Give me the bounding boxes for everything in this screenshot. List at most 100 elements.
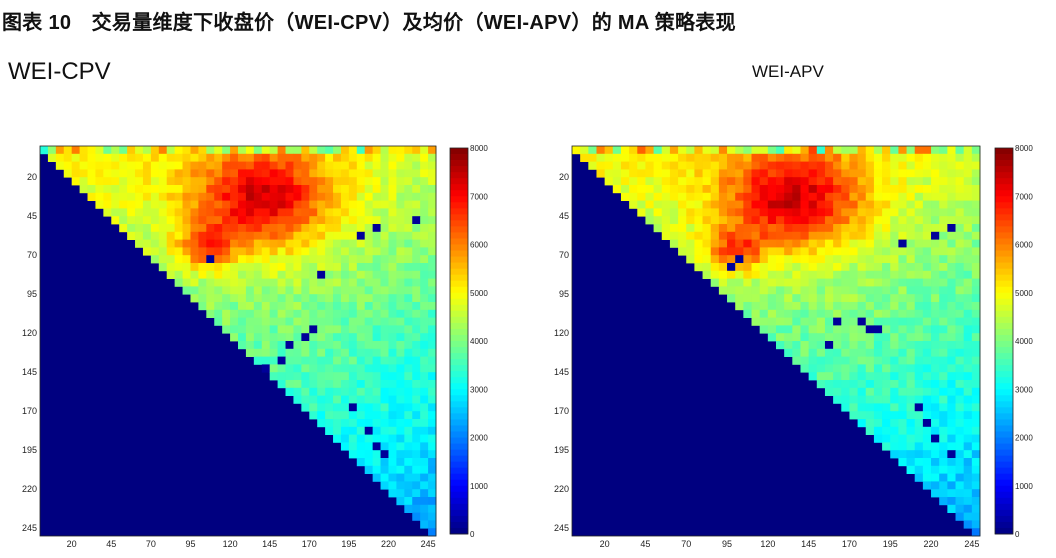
heatmap-cell	[792, 161, 801, 170]
heatmap-cell	[238, 208, 247, 217]
heatmap-cell	[759, 309, 769, 318]
heatmap-cell	[873, 317, 883, 326]
heatmap-cell	[890, 224, 899, 233]
heatmap-cell	[198, 169, 207, 178]
heatmap-cell	[841, 325, 850, 334]
heatmap-cell	[404, 434, 413, 443]
heatmap-cell	[269, 341, 278, 350]
heatmap-cell	[906, 317, 916, 326]
heatmap-cell	[206, 208, 215, 217]
heatmap-cell	[325, 387, 334, 396]
heatmap-cell	[865, 247, 875, 256]
heatmap-cell	[637, 185, 646, 194]
heatmap-cell	[914, 380, 924, 389]
heatmap-cell	[309, 255, 318, 264]
heatmap-cell	[301, 169, 310, 178]
heatmap-cell	[620, 185, 630, 194]
heatmap-cell	[931, 317, 940, 326]
heatmap-cell	[898, 302, 907, 311]
colorbar-band	[995, 238, 1013, 245]
heatmap-cell	[135, 146, 144, 155]
heatmap-cell	[751, 270, 761, 279]
heatmap-cell	[245, 216, 255, 225]
heatmap-cell	[620, 146, 630, 155]
heatmap-cell	[79, 185, 88, 194]
heatmap-cell	[348, 356, 358, 365]
heatmap-cell	[420, 325, 429, 334]
heatmap-cell	[127, 185, 136, 194]
heatmap-cell	[253, 169, 263, 178]
heatmap-cell	[963, 341, 973, 350]
colorbar-tick-label: 8000	[1015, 144, 1033, 153]
heatmap-cell	[245, 247, 255, 256]
heatmap-cell	[686, 200, 695, 209]
heatmap-cell	[309, 387, 318, 396]
heatmap-cell	[784, 153, 793, 162]
heatmap-cell	[792, 294, 801, 303]
heatmap-cell	[309, 161, 318, 170]
heatmap-cell	[865, 224, 875, 233]
heatmap-cell	[380, 419, 389, 428]
heatmap-cell	[206, 161, 215, 170]
heatmap-cell	[277, 200, 286, 209]
heatmap-cell	[743, 146, 752, 155]
heatmap-cell	[931, 185, 940, 194]
heatmap-cell	[931, 309, 940, 318]
heatmap-cell	[309, 333, 318, 342]
heatmap-cell	[214, 216, 223, 225]
heatmap-cell	[412, 395, 421, 404]
heatmap-cell	[261, 216, 271, 225]
heatmap-cell	[816, 333, 826, 342]
heatmap-cell	[285, 278, 294, 287]
heatmap-cell	[182, 208, 191, 217]
heatmap-cell	[412, 450, 421, 459]
heatmap-cell	[253, 302, 263, 311]
heatmap-cell	[971, 286, 981, 295]
heatmap-cell	[849, 395, 858, 404]
heatmap-cell	[103, 200, 112, 209]
heatmap-cell	[873, 403, 883, 412]
heatmap-cell	[404, 372, 413, 381]
heatmap-cell	[253, 200, 263, 209]
heatmap-cell	[356, 247, 366, 256]
heatmap-cell	[340, 192, 350, 201]
heatmap-cell	[914, 387, 924, 396]
heatmap-cell	[380, 200, 389, 209]
heatmap-cell	[348, 153, 358, 162]
heatmap-cell	[718, 255, 728, 264]
heatmap-cell	[412, 239, 421, 248]
heatmap-cell	[759, 239, 769, 248]
x-tick-label: 45	[640, 539, 650, 549]
heatmap-cell	[776, 309, 785, 318]
heatmap-cell	[222, 263, 231, 272]
heatmap-cell	[412, 473, 421, 482]
heatmap-cell	[388, 380, 397, 389]
heatmap-cell	[230, 309, 239, 318]
heatmap-cell	[890, 450, 899, 459]
heatmap-cell	[388, 208, 397, 217]
heatmap-cell	[317, 309, 326, 318]
heatmap-cell	[841, 247, 850, 256]
heatmap-cell	[971, 255, 981, 264]
heatmap-cell	[841, 146, 850, 155]
heatmap-cell	[710, 192, 720, 201]
colorbar-band	[450, 527, 468, 535]
heatmap-cell	[661, 177, 671, 186]
heatmap-cell	[727, 208, 736, 217]
heatmap-cell	[743, 192, 752, 201]
heatmap-cell	[776, 177, 785, 186]
heatmap-cell	[824, 224, 834, 233]
heatmap-cell	[428, 185, 437, 194]
heatmap-cell	[898, 169, 907, 178]
heatmap-cell	[404, 153, 413, 162]
heatmap-cell	[166, 200, 176, 209]
heatmap-cell	[293, 153, 302, 162]
heatmap-cell	[931, 356, 940, 365]
heatmap-cell	[214, 278, 223, 287]
heatmap-cell	[718, 192, 728, 201]
heatmap-cell	[873, 426, 883, 435]
heatmap-cell	[269, 208, 278, 217]
heatmap-cell	[214, 286, 223, 295]
colorbar-frame	[449, 147, 469, 535]
